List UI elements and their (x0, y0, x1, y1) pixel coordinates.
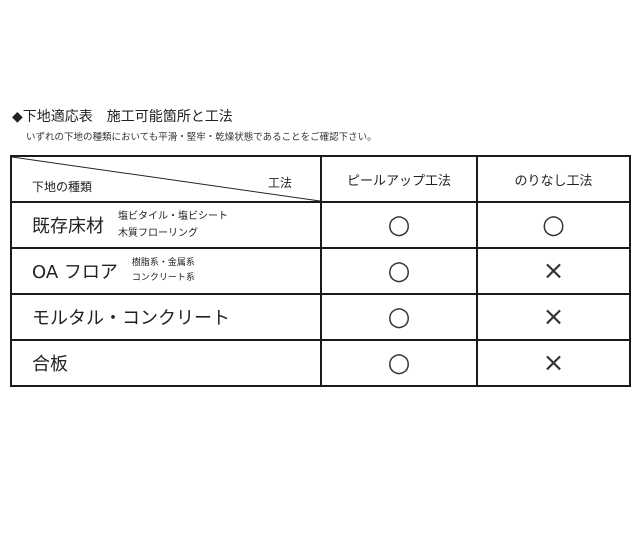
method-label: 工法 (267, 176, 292, 190)
cross-mark: × (476, 247, 631, 295)
circle-mark: ○ (476, 201, 631, 249)
substrate-compatibility-table: 下地の種類 工法 ピールアップ工法 のりなし工法 既存床材 塩ビタイル・塩ビシート… (10, 155, 631, 387)
table-row: 合板 ○ × (10, 339, 631, 387)
table-row: 既存床材 塩ビタイル・塩ビシート 木質フローリング ○ ○ (10, 201, 631, 249)
method-header-noglue: のりなし工法 (476, 155, 631, 203)
substrate-name: OA フロア (32, 262, 118, 283)
substrate-type-label: 下地の種類 (32, 180, 93, 194)
substrate-name: 既存床材 (32, 216, 104, 237)
table-row: OA フロア 樹脂系・金属系 コンクリート系 ○ × (10, 247, 631, 295)
substrate-detail: 塩ビタイル・塩ビシート (118, 211, 228, 222)
substrate-name: モルタル・コンクリート (32, 308, 230, 329)
substrate-detail: コンクリート系 (131, 273, 195, 283)
page-title: ◆下地適応表 施工可能箇所と工法 (12, 109, 233, 125)
substrate-name: 合板 (32, 354, 68, 375)
method-header-peelup: ピールアップ工法 (320, 155, 478, 203)
cross-mark: × (476, 293, 631, 341)
diagonal-divider (12, 157, 320, 201)
corner-cell: 下地の種類 工法 (10, 155, 322, 203)
substrate-detail: 木質フローリング (118, 228, 198, 239)
circle-mark: ○ (320, 339, 478, 387)
circle-mark: ○ (320, 293, 478, 341)
substrate-detail: 樹脂系・金属系 (131, 258, 195, 268)
table-row: モルタル・コンクリート ○ × (10, 293, 631, 341)
circle-mark: ○ (320, 201, 478, 249)
header-row: 下地の種類 工法 ピールアップ工法 のりなし工法 (10, 155, 631, 203)
cross-mark: × (476, 339, 631, 387)
note-text: いずれの下地の種類においても平滑・堅牢・乾燥状態であることをご確認下さい。 (26, 132, 377, 143)
circle-mark: ○ (320, 247, 478, 295)
